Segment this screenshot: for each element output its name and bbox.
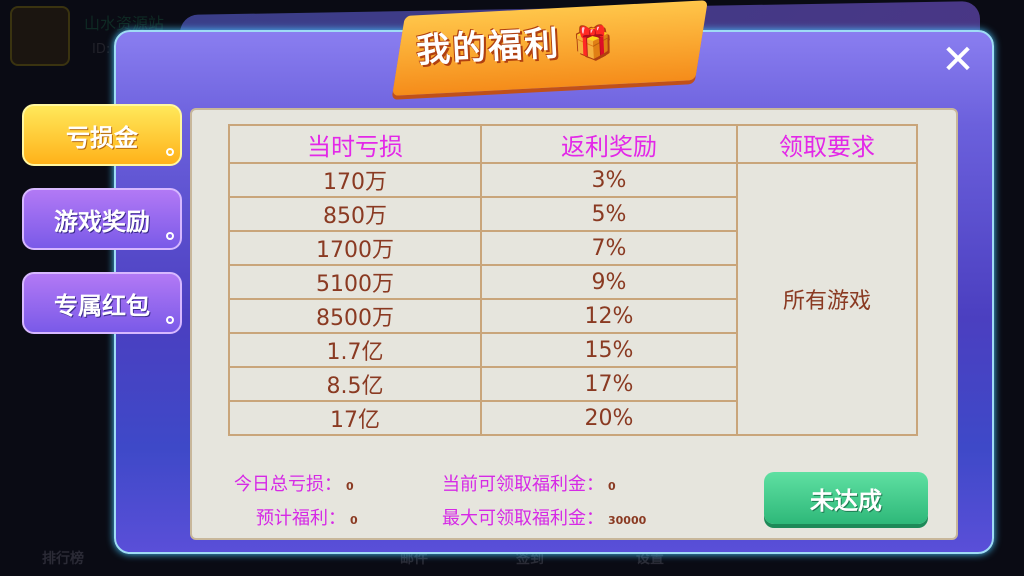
nav-settings: 设置 [636, 551, 664, 567]
dialog-title: 我的福利 🎁 [415, 13, 614, 72]
dot-icon [166, 316, 174, 324]
today-loss-label: 今日总亏损： [234, 474, 342, 495]
today-loss: 今日总亏损： 0 [234, 470, 354, 496]
cell-rebate: 5% [480, 196, 738, 232]
max-claimable: 最大可领取福利金： 30000 [442, 504, 646, 530]
table-row: 170万 3% 所有游戏 [228, 162, 918, 436]
cell-rebate: 20% [480, 400, 738, 436]
header-loss: 当时亏损 [228, 124, 482, 164]
cell-rebate: 3% [480, 162, 738, 198]
gift-icon: 🎁 [573, 24, 615, 62]
tab-label: 专属红包 [54, 291, 150, 320]
tab-label: 游戏奖励 [54, 207, 150, 236]
header-requirement: 领取要求 [736, 124, 918, 164]
tab-label: 亏损金 [66, 123, 138, 152]
tab-loss-bonus[interactable]: 亏损金 [22, 104, 182, 166]
tab-red-packet[interactable]: 专属红包 [22, 272, 182, 334]
rebate-table: 当时亏损 返利奖励 领取要求 170万 3% 所有游戏 850万 5% 1700万 7%… [228, 124, 918, 436]
max-label: 最大可领取福利金： [442, 508, 604, 529]
cell-requirement: 所有游戏 [736, 162, 918, 436]
table-row: 8.5亿 17% [228, 366, 917, 402]
cell-loss: 170万 [228, 162, 482, 198]
table-row: 1700万 7% [228, 230, 917, 266]
cell-loss: 5100万 [228, 264, 482, 300]
current-claimable: 当前可领取福利金： 0 [442, 470, 616, 496]
cell-rebate: 9% [480, 264, 738, 300]
cell-loss: 850万 [228, 196, 482, 232]
cell-loss: 1700万 [228, 230, 482, 266]
cell-loss: 8.5亿 [228, 366, 482, 402]
title-text: 我的福利 [415, 23, 562, 72]
max-value: 30000 [608, 514, 647, 527]
cell-loss: 1.7亿 [228, 332, 482, 368]
nav-leaderboard: 排行榜 [42, 551, 84, 567]
expected-welfare: 预计福利： 0 [256, 504, 358, 530]
header-rebate: 返利奖励 [480, 124, 738, 164]
dot-icon [166, 232, 174, 240]
expected-value: 0 [350, 514, 358, 527]
table-row: 1.7亿 15% [228, 332, 917, 368]
dot-icon [166, 148, 174, 156]
table-row: 17亿 20% [228, 400, 917, 436]
bottom-nav: 排行榜 邮件 签到 设置 [0, 548, 1024, 572]
today-loss-value: 0 [346, 480, 354, 493]
table-row: 5100万 9% [228, 264, 917, 300]
nav-checkin: 签到 [516, 551, 544, 567]
tab-game-reward[interactable]: 游戏奖励 [22, 188, 182, 250]
claim-button[interactable]: 未达成 [764, 472, 928, 524]
cell-loss: 17亿 [228, 400, 482, 436]
user-id: ID: [92, 42, 111, 57]
nav-mail: 邮件 [400, 551, 428, 567]
expected-label: 预计福利： [256, 508, 346, 529]
cell-loss: 8500万 [228, 298, 482, 334]
cell-rebate: 15% [480, 332, 738, 368]
table-header: 当时亏损 返利奖励 领取要求 [228, 124, 918, 164]
cell-rebate: 12% [480, 298, 738, 334]
close-button[interactable]: ✕ [941, 37, 975, 83]
table-row: 850万 5% [228, 196, 917, 232]
table-row: 8500万 12% [228, 298, 917, 334]
current-value: 0 [608, 480, 616, 493]
current-label: 当前可领取福利金： [442, 474, 604, 495]
username: 山水资源站 [84, 14, 165, 33]
cell-rebate: 17% [480, 366, 738, 402]
avatar [10, 6, 70, 66]
cell-rebate: 7% [480, 230, 738, 266]
